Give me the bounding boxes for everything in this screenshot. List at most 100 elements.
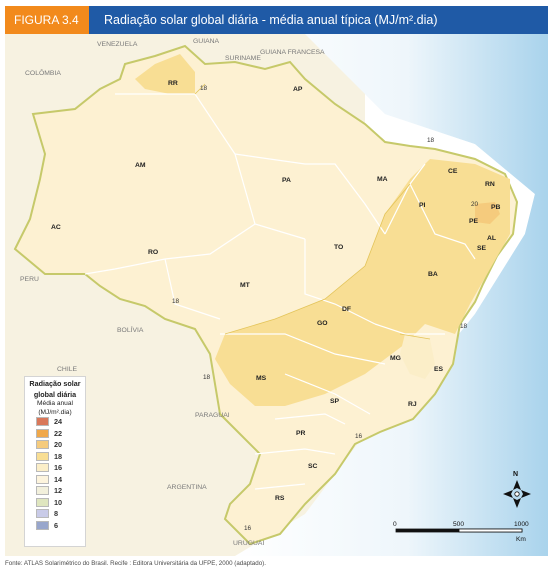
country-label: URUGUAI — [233, 540, 264, 547]
isolines — [194, 83, 431, 340]
north-arrow-icon — [503, 480, 531, 508]
state-label: DF — [342, 306, 351, 313]
state-label: MG — [390, 355, 401, 362]
legend-item: 8 — [36, 508, 85, 520]
state-label: PA — [282, 177, 291, 184]
country-labels: VENEZUELA GUIANA SURINAME GUIANA FRANCES… — [20, 38, 325, 547]
state-label: PE — [469, 218, 479, 225]
legend-rows: 24 22 20 18 16 14 12 10 8 6 — [25, 416, 85, 531]
country-label: BOLÍVIA — [117, 325, 144, 334]
isoline-label: 16 — [244, 525, 252, 532]
state-label: AL — [487, 235, 496, 242]
legend-item: 22 — [36, 428, 85, 440]
state-label: RR — [168, 80, 178, 87]
legend-item: 20 — [36, 439, 85, 451]
country-label: VENEZUELA — [97, 41, 138, 48]
state-label: SE — [477, 245, 487, 252]
legend-swatch — [36, 428, 49, 438]
state-label: PB — [491, 204, 501, 211]
state-label: PI — [419, 202, 426, 209]
state-label: PR — [296, 430, 306, 437]
solar-radiation-map: VENEZUELA GUIANA SURINAME GUIANA FRANCES… — [5, 34, 548, 556]
legend-item: 16 — [36, 462, 85, 474]
legend-value: 22 — [54, 428, 63, 438]
isoline-label: 18 — [200, 85, 208, 92]
legend-swatch — [36, 474, 49, 484]
legend-item: 14 — [36, 474, 85, 486]
legend-item: 10 — [36, 497, 85, 509]
country-label: GUIANA FRANCESA — [260, 49, 325, 56]
state-label: BA — [428, 271, 438, 278]
state-label: SP — [330, 398, 340, 405]
legend-value: 14 — [54, 474, 63, 484]
legend-value: 12 — [54, 486, 63, 496]
zone-20-northeast — [475, 202, 500, 224]
zone-16-southeast — [400, 334, 435, 379]
scale-unit: Km — [516, 536, 526, 543]
zone-18-central — [215, 159, 510, 406]
legend-subtitle-2: (MJ/m².dia) — [38, 408, 72, 416]
figure-header — [5, 6, 548, 34]
scale-bar — [395, 528, 523, 533]
isoline-label: 16 — [355, 433, 363, 440]
legend-value: 16 — [54, 463, 63, 473]
state-label: AP — [293, 86, 303, 93]
state-label: TO — [334, 244, 343, 251]
legend-swatch — [36, 486, 49, 496]
country-label: COLÔMBIA — [25, 68, 61, 77]
legend: Radiação solar global diária Média anual… — [24, 376, 86, 547]
scale-tick: 500 — [453, 521, 464, 528]
legend-swatch — [36, 497, 49, 507]
isoline-label: 20 — [471, 201, 479, 208]
state-label: RN — [485, 181, 495, 188]
legend-subtitle-1: Média anual — [37, 400, 73, 407]
legend-value: 8 — [54, 509, 59, 519]
zone-18-roraima — [135, 54, 195, 94]
legend-item: 18 — [36, 451, 85, 463]
legend-item: 24 — [36, 416, 85, 428]
isoline-label: 18 — [460, 323, 468, 330]
state-label: SC — [308, 463, 318, 470]
state-label: MA — [377, 176, 388, 183]
scale-tick: 0 — [393, 521, 397, 528]
figure-title: Radiação solar global diária - média anu… — [104, 13, 438, 27]
country-label: CHILE — [57, 366, 77, 373]
scale-tick: 1000 — [514, 521, 529, 528]
state-label: AC — [51, 224, 61, 231]
legend-value: 24 — [54, 417, 63, 427]
state-label: MS — [256, 375, 267, 382]
north-label: N — [513, 471, 518, 478]
legend-swatch — [36, 509, 49, 519]
country-label: ARGENTINA — [167, 484, 207, 491]
isoline-labels: 18 18 18 18 18 20 16 16 — [172, 85, 479, 532]
isoline-label: 18 — [172, 298, 180, 305]
state-label: RJ — [408, 401, 417, 408]
state-label: RS — [275, 495, 285, 502]
legend-value: 6 — [54, 520, 59, 530]
state-labels: RR AP AM PA MA CE RN PB PI PE AL SE AC R… — [51, 80, 501, 502]
legend-title-2: global diária — [33, 390, 77, 399]
country-label: PERU — [20, 276, 39, 283]
isoline-label: 18 — [203, 374, 211, 381]
state-label: AM — [135, 162, 146, 169]
legend-value: 10 — [54, 497, 63, 507]
state-label: CE — [448, 168, 458, 175]
legend-swatch — [36, 451, 49, 461]
legend-value: 20 — [54, 440, 63, 450]
country-label: GUIANA — [193, 38, 220, 45]
state-label: ES — [434, 366, 444, 373]
figure-label: FIGURA 3.4 — [5, 6, 89, 34]
brazil-territory — [13, 44, 519, 546]
legend-swatch — [36, 520, 49, 530]
legend-item: 6 — [36, 520, 85, 532]
state-label: GO — [317, 320, 328, 327]
source-note: Fonte: ATLAS Solarimétrico do Brasil. Re… — [5, 560, 266, 567]
state-label: MT — [240, 282, 251, 289]
scale-labels: 0 500 1000 Km — [393, 521, 529, 543]
isoline-label: 18 — [427, 137, 435, 144]
country-label: PARAGUAI — [195, 412, 230, 419]
country-label: SURINAME — [225, 55, 261, 62]
legend-swatch — [36, 417, 49, 427]
legend-swatch — [36, 463, 49, 473]
state-label: RO — [148, 249, 158, 256]
